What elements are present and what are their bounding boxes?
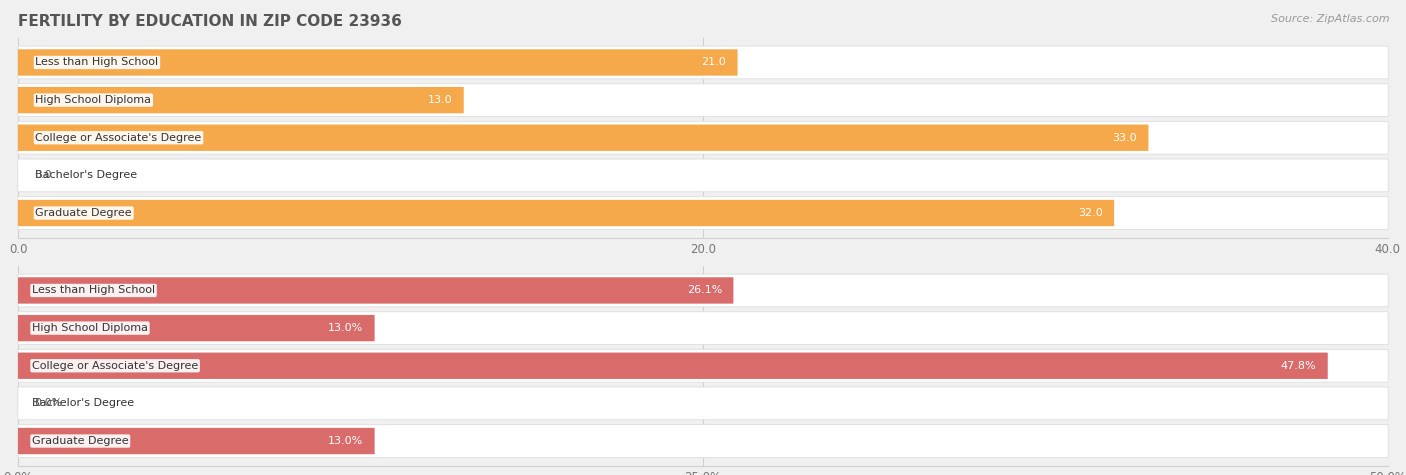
FancyBboxPatch shape [18,277,734,304]
FancyBboxPatch shape [18,350,1388,382]
Text: Bachelor's Degree: Bachelor's Degree [35,171,138,180]
FancyBboxPatch shape [18,122,1388,154]
Text: Graduate Degree: Graduate Degree [35,208,132,218]
Text: Less than High School: Less than High School [35,57,159,67]
Text: 13.0%: 13.0% [328,436,363,446]
FancyBboxPatch shape [18,84,1388,116]
Text: Less than High School: Less than High School [32,285,155,295]
Text: High School Diploma: High School Diploma [35,95,152,105]
FancyBboxPatch shape [18,49,738,76]
Text: 26.1%: 26.1% [686,285,723,295]
Text: 13.0: 13.0 [427,95,453,105]
Text: 32.0: 32.0 [1078,208,1102,218]
Text: College or Associate's Degree: College or Associate's Degree [32,361,198,371]
Text: Graduate Degree: Graduate Degree [32,436,128,446]
Text: 0.0%: 0.0% [35,399,63,408]
FancyBboxPatch shape [18,87,464,113]
Text: 33.0: 33.0 [1112,133,1137,143]
FancyBboxPatch shape [18,428,374,454]
FancyBboxPatch shape [18,274,1388,307]
Text: FERTILITY BY EDUCATION IN ZIP CODE 23936: FERTILITY BY EDUCATION IN ZIP CODE 23936 [18,14,402,29]
FancyBboxPatch shape [18,312,1388,344]
Text: College or Associate's Degree: College or Associate's Degree [35,133,201,143]
Text: Bachelor's Degree: Bachelor's Degree [32,399,134,408]
FancyBboxPatch shape [18,124,1149,151]
Text: 47.8%: 47.8% [1281,361,1316,371]
FancyBboxPatch shape [18,425,1388,457]
Text: 13.0%: 13.0% [328,323,363,333]
Text: Source: ZipAtlas.com: Source: ZipAtlas.com [1271,14,1389,24]
FancyBboxPatch shape [18,159,1388,192]
Text: 21.0: 21.0 [702,57,727,67]
FancyBboxPatch shape [18,200,1114,226]
FancyBboxPatch shape [18,352,1327,379]
FancyBboxPatch shape [18,315,374,341]
FancyBboxPatch shape [18,197,1388,229]
Text: 0.0: 0.0 [35,171,52,180]
FancyBboxPatch shape [18,387,1388,420]
FancyBboxPatch shape [18,46,1388,79]
Text: High School Diploma: High School Diploma [32,323,148,333]
